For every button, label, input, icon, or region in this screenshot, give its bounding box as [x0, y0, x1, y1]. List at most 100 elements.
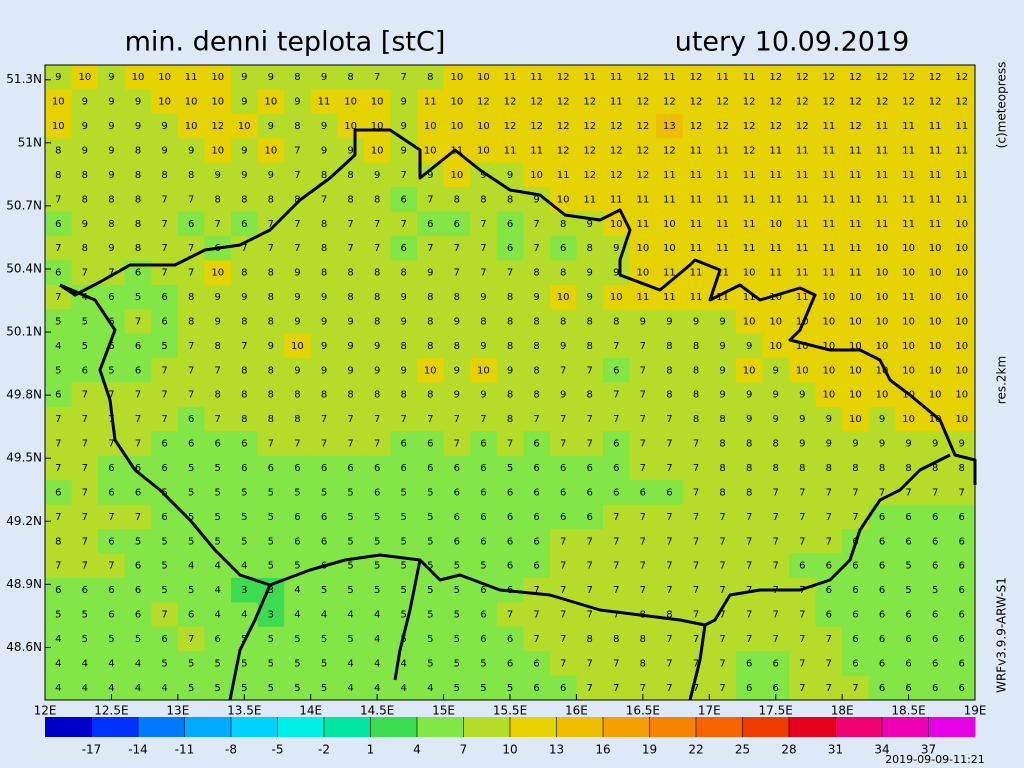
- grid-cell: [177, 284, 205, 310]
- cell-value: 6: [321, 512, 327, 523]
- cell-value: 9: [533, 194, 539, 205]
- grid-cell: [124, 480, 152, 506]
- cell-value: 7: [719, 658, 725, 669]
- grid-cell: [948, 504, 976, 530]
- grid-cell: [337, 626, 365, 652]
- cell-value: 5: [241, 658, 247, 669]
- cell-value: 10: [371, 145, 384, 156]
- cell-value: 8: [321, 390, 327, 401]
- cell-value: 6: [507, 536, 513, 547]
- cell-value: 7: [613, 512, 619, 523]
- grid-cell: [629, 284, 657, 310]
- cell-value: 11: [796, 268, 809, 279]
- cell-value: 9: [294, 365, 300, 376]
- cell-value: 6: [959, 634, 965, 645]
- grid-cell: [603, 162, 631, 188]
- grid-cell: [363, 309, 391, 335]
- cell-value: 5: [374, 561, 380, 572]
- cell-value: 7: [666, 512, 672, 523]
- grid-cell: [45, 162, 73, 188]
- cell-value: 7: [135, 390, 141, 401]
- cell-value: 5: [82, 634, 88, 645]
- grid-cell: [45, 577, 73, 603]
- cell-value: 6: [454, 512, 460, 523]
- grid-cell: [523, 113, 551, 139]
- cell-value: 7: [401, 72, 407, 83]
- cell-value: 7: [640, 561, 646, 572]
- cell-value: 12: [583, 97, 596, 108]
- grid-cell: [948, 138, 976, 164]
- grid-cell: [762, 431, 790, 457]
- cell-value: 8: [347, 194, 353, 205]
- grid-cell: [337, 382, 365, 408]
- cell-value: 9: [613, 243, 619, 254]
- grid-cell: [709, 504, 737, 530]
- grid-cell: [868, 577, 896, 603]
- grid-cell: [629, 553, 657, 579]
- grid-cell: [549, 235, 577, 261]
- cell-value: 5: [454, 561, 460, 572]
- cell-value: 9: [719, 341, 725, 352]
- cell-value: 8: [427, 292, 433, 303]
- grid-cell: [470, 480, 498, 506]
- cell-value: 6: [55, 268, 61, 279]
- grid-cell: [284, 431, 312, 457]
- grid-cell: [470, 553, 498, 579]
- grid-cell: [310, 89, 338, 115]
- grid-cell: [124, 382, 152, 408]
- cell-value: 8: [135, 145, 141, 156]
- cell-value: 8: [693, 390, 699, 401]
- cell-value: 12: [822, 97, 835, 108]
- cell-value: 9: [587, 268, 593, 279]
- cell-value: 7: [719, 536, 725, 547]
- cell-value: 8: [188, 170, 194, 181]
- cell-value: 6: [161, 634, 167, 645]
- cell-value: 6: [959, 561, 965, 572]
- cell-value: 11: [822, 170, 835, 181]
- grid-cell: [603, 553, 631, 579]
- grid-cell: [284, 260, 312, 286]
- grid-cell: [682, 406, 710, 432]
- grid-cell: [310, 260, 338, 286]
- grid-cell: [443, 211, 471, 237]
- cell-value: 9: [799, 439, 805, 450]
- grid-cell: [762, 211, 790, 237]
- grid-cell: [523, 89, 551, 115]
- cell-value: 6: [507, 634, 513, 645]
- cell-value: 8: [321, 268, 327, 279]
- cell-value: 12: [636, 121, 649, 132]
- grid-cell: [842, 358, 870, 383]
- cell-value: 11: [955, 194, 968, 205]
- cell-value: 4: [161, 683, 167, 694]
- cell-value: 7: [82, 536, 88, 547]
- cell-value: 6: [135, 585, 141, 596]
- grid-cell: [310, 211, 338, 237]
- grid-cell: [257, 529, 285, 554]
- grid-cell: [576, 162, 604, 188]
- cell-value: 5: [454, 634, 460, 645]
- cell-value: 5: [268, 634, 274, 645]
- cell-value: 11: [530, 72, 543, 83]
- cell-value: 10: [902, 341, 915, 352]
- grid-cell: [177, 89, 205, 115]
- cell-value: 10: [424, 121, 437, 132]
- cell-value: 8: [241, 268, 247, 279]
- grid-cell: [71, 602, 99, 628]
- cell-value: 8: [188, 292, 194, 303]
- grid-cell: [390, 138, 418, 164]
- cell-value: 6: [560, 487, 566, 498]
- cell-value: 5: [454, 585, 460, 596]
- cell-value: 8: [587, 341, 593, 352]
- grid-cell: [842, 455, 870, 481]
- grid-cell: [98, 602, 126, 628]
- cell-value: 11: [557, 170, 570, 181]
- cell-value: 7: [640, 536, 646, 547]
- grid-cell: [603, 406, 631, 432]
- cell-value: 8: [587, 243, 593, 254]
- cell-value: 12: [955, 72, 968, 83]
- grid-cell: [98, 65, 126, 90]
- cell-value: 10: [530, 170, 543, 181]
- grid-cell: [363, 333, 391, 359]
- cell-value: 6: [905, 536, 911, 547]
- cell-value: 6: [427, 439, 433, 450]
